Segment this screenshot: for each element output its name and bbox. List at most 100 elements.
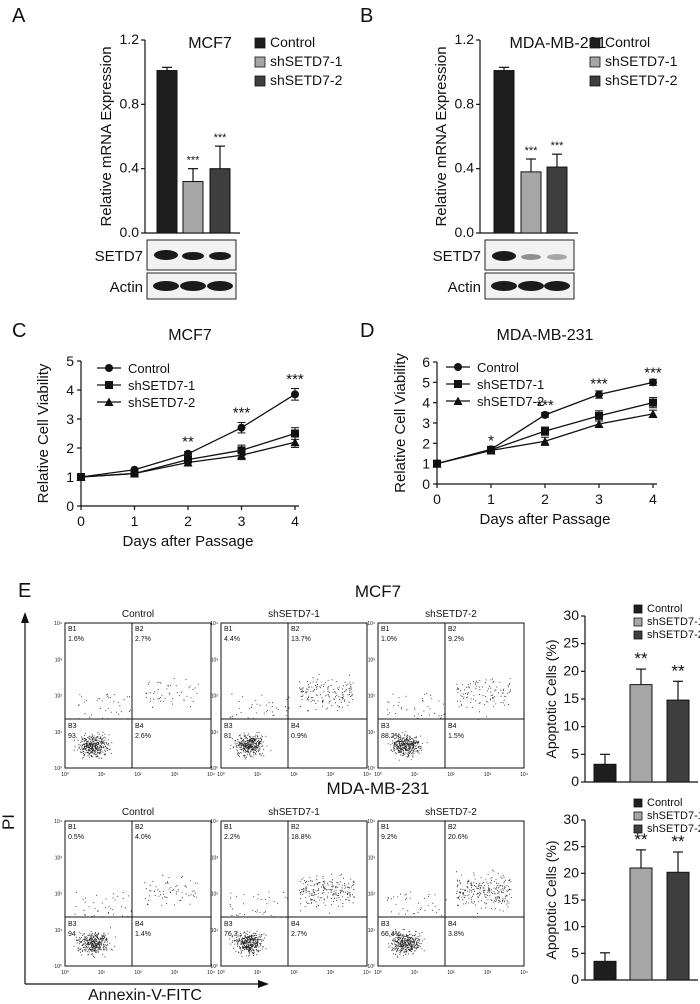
bar-control (593, 763, 617, 783)
legend-swatch (589, 75, 601, 87)
bar-shsetd7-1 (629, 867, 653, 981)
x-tick-label: 4 (649, 491, 657, 507)
quadrant-percent: 88.2% (381, 733, 401, 740)
band (207, 281, 233, 291)
significance-mark: * (488, 432, 494, 449)
data-point (291, 390, 299, 399)
quadrant-percent: 0.9% (291, 733, 307, 740)
flow-title-mda: MDA-MB-231 (327, 779, 430, 798)
significance-mark: ** (634, 830, 648, 849)
y-tick-label: 0.8 (120, 95, 140, 111)
quadrant-percent: 4.4% (224, 636, 240, 643)
band (518, 281, 544, 291)
significance-mark: *** (233, 405, 251, 422)
legend-entry: Control (647, 603, 682, 615)
legend-entry: shSETD7-1 (647, 616, 700, 628)
flow-x-tick-label: 10¹ (411, 772, 419, 778)
quadrant-name: B4 (291, 723, 300, 730)
quadrant-name: B3 (381, 723, 390, 730)
quadrant-percent: 93. (68, 733, 78, 740)
chart-b-mrna-mda: 0.0 0.4 0.8 1.2 Relative mRNA Expression MDA-… (433, 31, 678, 240)
quadrant-percent: 81 (224, 733, 232, 740)
quadrant-percent: 1.0% (381, 636, 397, 643)
y-tick-label: 10 (563, 718, 579, 734)
flow-x-tick-label: 10² (447, 970, 455, 976)
legend-entry: shSETD7-1 (647, 810, 700, 822)
quadrant-name: B1 (381, 824, 390, 831)
flow-x-tick-label: 10⁰ (374, 970, 382, 976)
quadrant-percent: 76.3 (224, 931, 238, 938)
legend-entry: shSETD7-1 (270, 53, 343, 69)
legend-entry: shSETD7-2 (270, 72, 343, 88)
flow-y-tick-label: 10⁴ (54, 621, 62, 627)
legend-entry: shSETD7-1 (128, 378, 195, 393)
data-point (649, 398, 657, 407)
quadrant-percent: 13.7% (291, 636, 311, 643)
y-tick-label: 0 (422, 476, 430, 492)
y-tick-label: 1 (66, 469, 74, 485)
y-tick-label: 0.4 (455, 160, 475, 176)
chart-d-viability-mda: 0 1 2 3 4 5 6 0 1 2 3 4 Days after Passage Relative C… (392, 327, 662, 528)
y-tick-label: 0.8 (455, 95, 475, 111)
flow-plot-frame (220, 820, 368, 967)
y-axis-label: Relative mRNA Expression (433, 46, 450, 226)
flow-x-tick-label: 10² (290, 970, 298, 976)
chart-a-mrna-mcf7: 0.0 0.4 0.8 1.2 Relative mRNA Expression MCF7… (98, 31, 343, 240)
y-tick-label: 2 (422, 435, 430, 451)
data-point (541, 410, 549, 419)
y-tick-label: 30 (563, 811, 579, 827)
quadrant-name: B2 (291, 626, 300, 633)
flow-y-tick-label: 10³ (211, 657, 219, 663)
bar-shsetd7-1 (629, 684, 653, 783)
legend-swatch (589, 37, 601, 49)
legend-swatch (633, 798, 643, 808)
y-tick-label: 5 (422, 374, 430, 390)
flow-x-tick-label: 10⁰ (217, 970, 225, 976)
western-blot-a: SETD7 Actin (95, 239, 237, 300)
chart-title: MDA-MB-231 (510, 35, 607, 52)
flow-plot-frame (220, 622, 368, 769)
quadrant-percent: 20.6% (448, 834, 468, 841)
flow-y-tick-label: 10¹ (55, 928, 63, 934)
band (492, 251, 516, 261)
flow-x-tick-label: 10⁰ (61, 772, 69, 778)
quadrant-name: B2 (135, 626, 144, 633)
quadrant-name: B2 (291, 824, 300, 831)
flow-x-tick-label: 10¹ (98, 772, 106, 778)
legend-entry: Control (128, 361, 170, 376)
quadrant-name: B3 (68, 723, 77, 730)
western-blot-b: SETD7 Actin (433, 239, 575, 300)
quadrant-name: B1 (224, 824, 233, 831)
bar-control (156, 70, 178, 234)
flow-y-tick-label: 10² (55, 694, 63, 700)
panel-label-c: C (12, 320, 26, 342)
flow-plot-title: Control (122, 609, 154, 620)
y-axis-label: Apoptotic Cells (%) (543, 639, 559, 758)
significance-mark: *** (525, 145, 539, 157)
y-tick-label: 0 (571, 773, 579, 789)
flow-x-tick-label: 10³ (484, 772, 492, 778)
legend-entry: Control (605, 34, 650, 50)
bar-shsetd7-1 (182, 181, 204, 234)
data-point (130, 469, 139, 478)
flow-y-tick-label: 10³ (55, 855, 63, 861)
band (491, 281, 517, 291)
flow-events (229, 674, 354, 760)
y-tick-label: 25 (563, 635, 579, 651)
flow-x-tick-label: 10⁰ (217, 772, 225, 778)
significance-mark: ** (671, 832, 685, 851)
flow-x-tick-label: 10³ (171, 970, 179, 976)
quadrant-percent: 4.0% (135, 834, 151, 841)
significance-mark: ** (671, 661, 685, 680)
flow-x-tick-label: 10⁰ (61, 970, 69, 976)
flow-x-tick-label: 10⁴ (520, 970, 528, 976)
flow-y-tick-label: 10² (55, 892, 63, 898)
data-point (237, 446, 246, 455)
flow-y-tick-label: 10⁰ (210, 964, 218, 970)
band (154, 250, 178, 260)
band (544, 281, 570, 291)
y-tick-label: 4 (66, 382, 74, 398)
